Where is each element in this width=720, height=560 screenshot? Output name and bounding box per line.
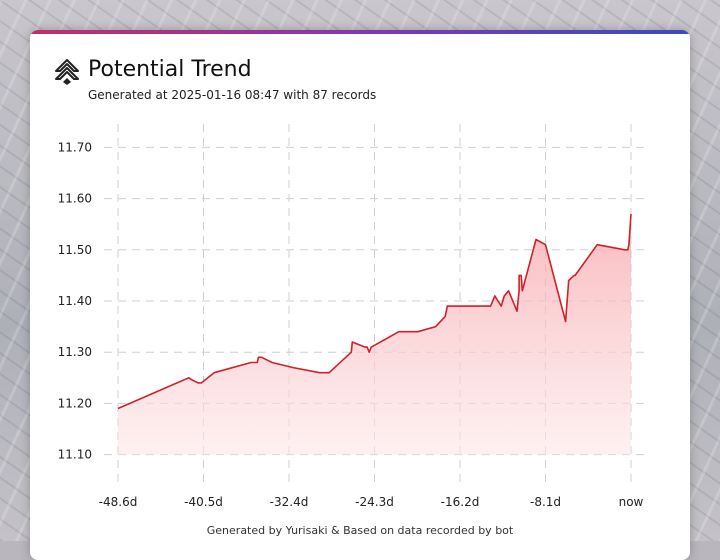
x-tick-label: -16.2d: [441, 495, 480, 509]
x-tick-label: now: [619, 495, 644, 509]
chart-card: Potential Trend Generated at 2025-01-16 …: [30, 30, 690, 560]
footer-credit: Generated by Yurisaki & Based on data re…: [206, 524, 514, 537]
y-tick-label: 11.10: [58, 448, 92, 462]
y-tick-label: 11.30: [58, 345, 92, 359]
trend-area: [118, 213, 631, 455]
x-tick-label: -32.4d: [270, 495, 309, 509]
chart-title: Potential Trend: [88, 57, 252, 82]
chevron-up-logo-icon: [55, 59, 79, 85]
y-tick-label: 11.40: [58, 294, 92, 308]
trend-chart: -48.6d -40.5d -32.4d -24.3d -16.2d -8.1d now 1…: [58, 124, 647, 509]
y-tick-label: 11.20: [58, 396, 92, 410]
trend-line: [117, 213, 632, 410]
x-tick-label: -8.1d: [530, 495, 561, 509]
x-tick-label: -48.6d: [99, 495, 138, 509]
y-tick-label: 11.70: [58, 140, 92, 154]
x-tick-label: -40.5d: [184, 495, 223, 509]
y-tick-label: 11.60: [58, 192, 92, 206]
x-tick-label: -24.3d: [355, 495, 394, 509]
chart-subtitle: Generated at 2025-01-16 08:47 with 87 re…: [88, 88, 377, 102]
y-tick-label: 11.50: [58, 243, 92, 257]
card-accent-bar: [30, 30, 690, 34]
